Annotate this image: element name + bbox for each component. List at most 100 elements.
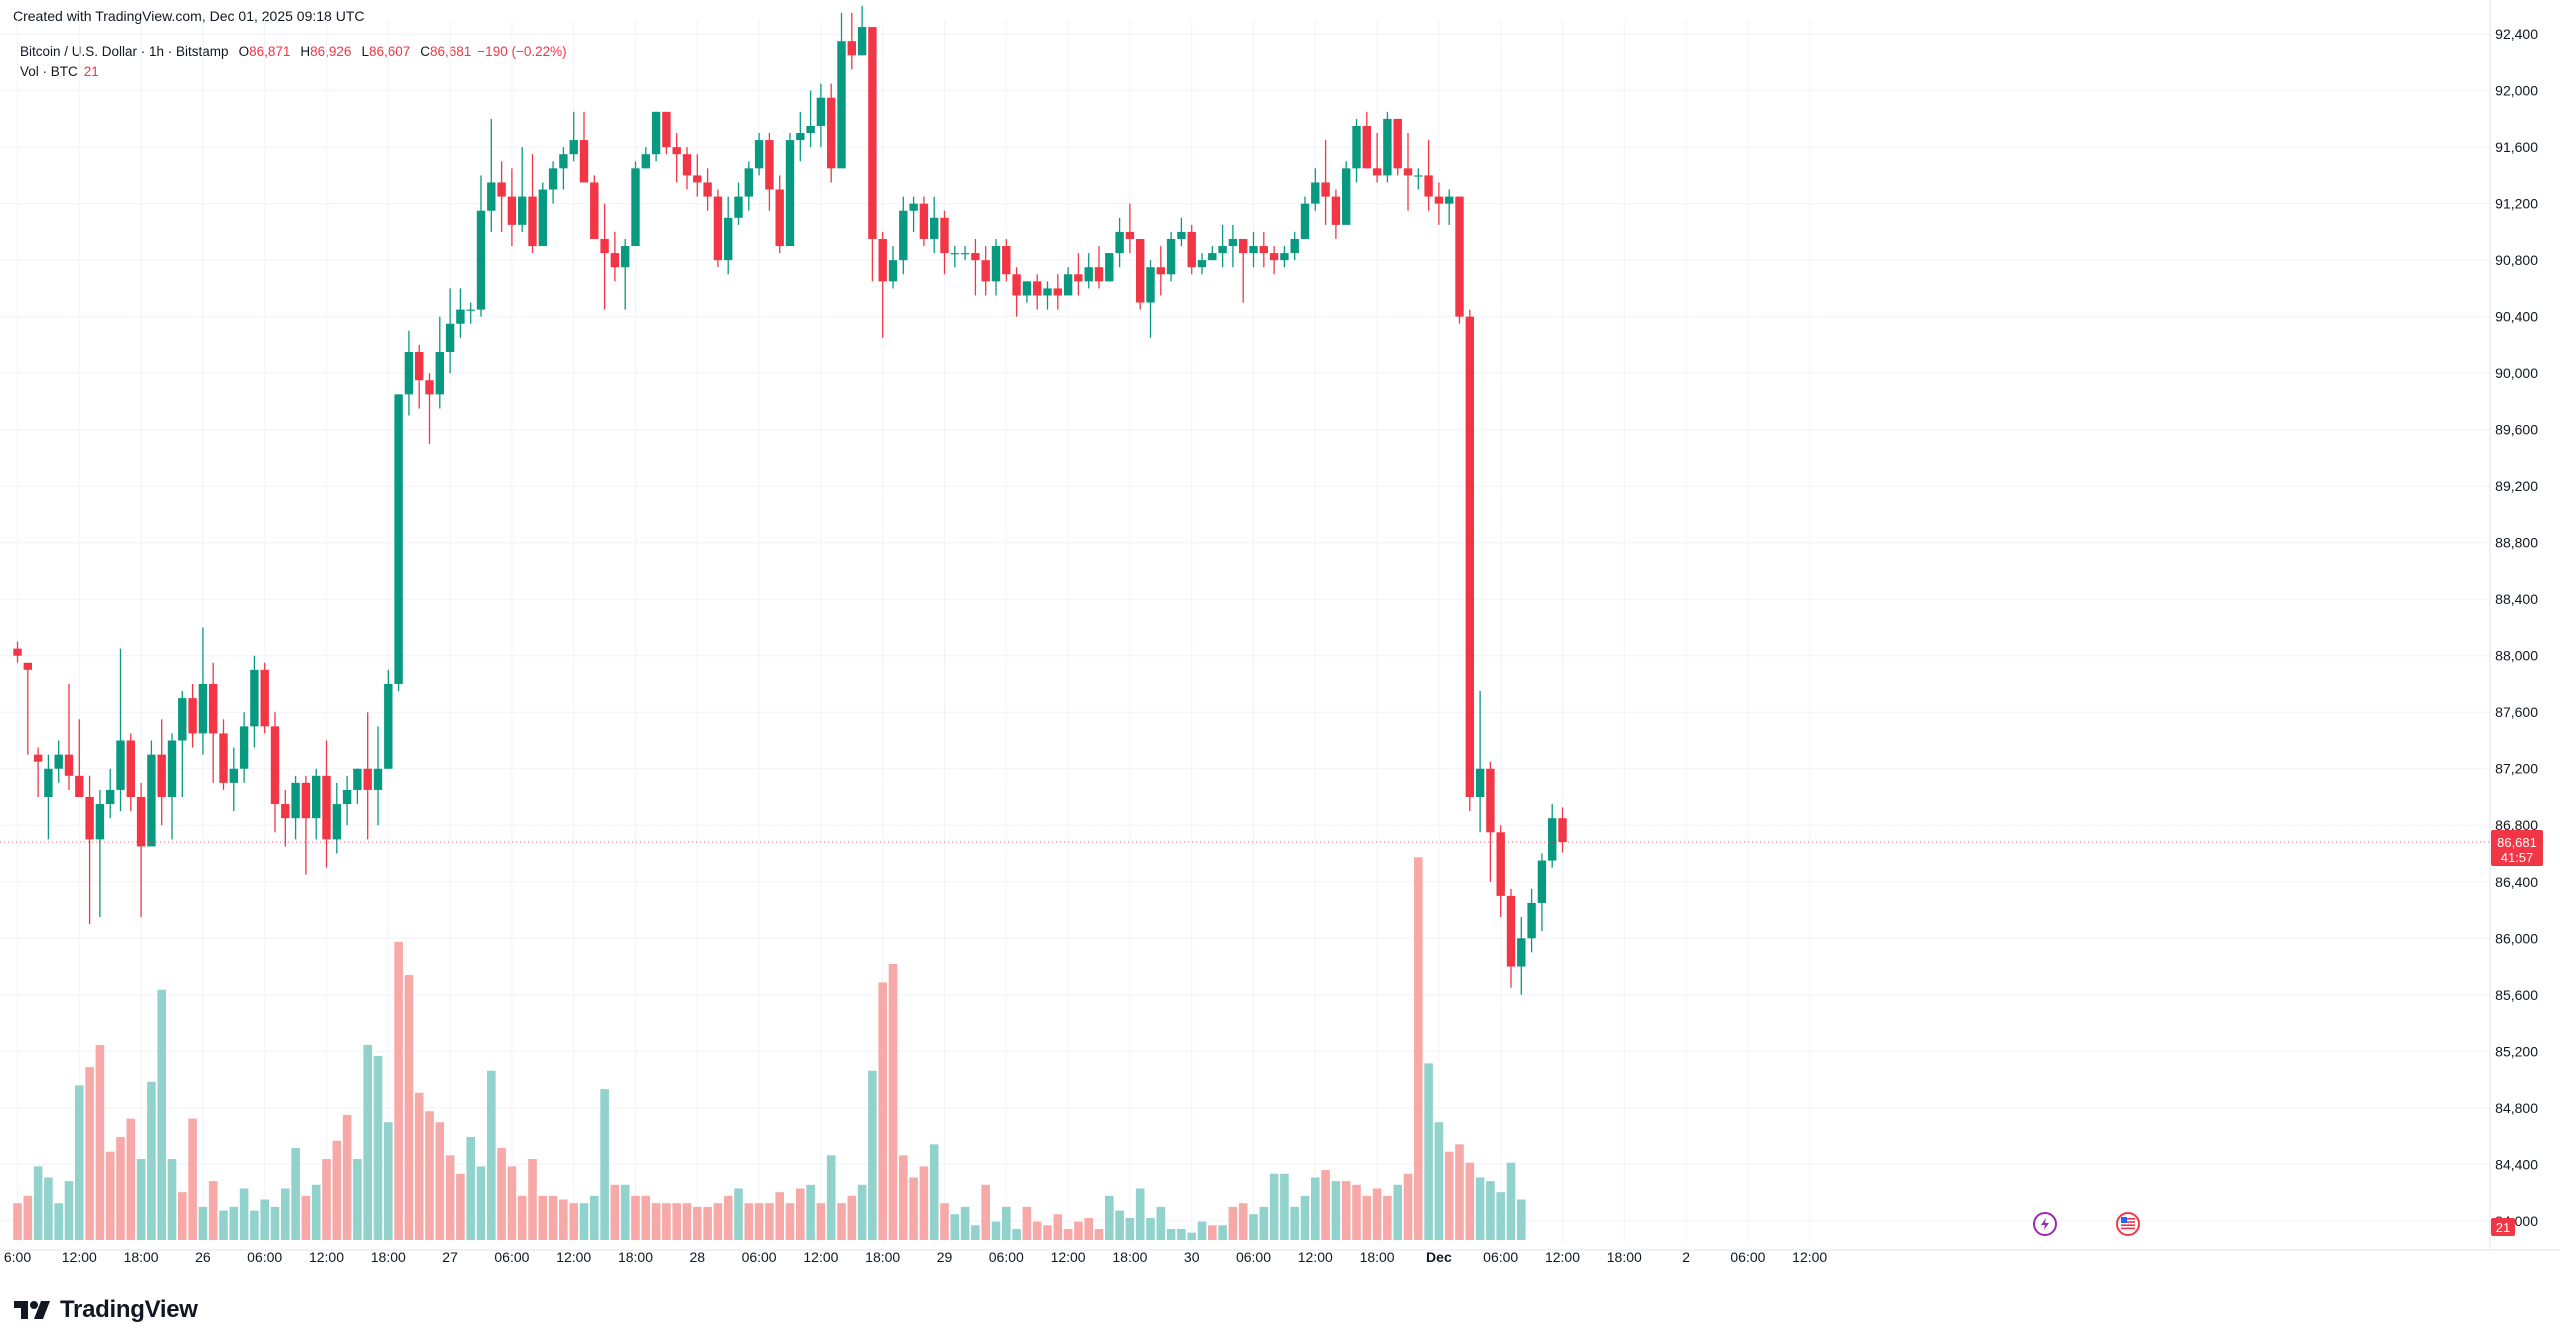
high-value: 86,926 xyxy=(310,44,352,59)
volume-bar xyxy=(75,1085,84,1240)
x-tick-label: 18:00 xyxy=(1607,1249,1642,1265)
volume-bar xyxy=(981,1184,990,1240)
candle-body xyxy=(394,394,403,684)
candle-body xyxy=(353,768,362,790)
volume-bar xyxy=(1166,1228,1176,1240)
volume-bar xyxy=(136,1159,146,1240)
candle-body xyxy=(775,189,784,247)
volume-bar xyxy=(105,1151,115,1240)
candle-body xyxy=(950,253,959,255)
volume-bar xyxy=(1197,1221,1207,1240)
candle-body xyxy=(54,754,63,769)
candle-body xyxy=(610,253,620,268)
volume-bar xyxy=(126,1118,136,1240)
x-tick-label: 06:00 xyxy=(1483,1249,1518,1265)
x-tick-label: 18:00 xyxy=(1360,1249,1395,1265)
volume-bar xyxy=(466,1136,475,1240)
candle-body xyxy=(322,775,331,840)
candle-body xyxy=(1156,267,1165,275)
candle-body xyxy=(518,196,527,225)
volume-bar xyxy=(487,1070,496,1240)
symbol-description[interactable]: Bitcoin / U.S. Dollar · 1h · Bitstamp xyxy=(20,44,229,59)
candle-body xyxy=(548,168,558,190)
candle-body xyxy=(1043,288,1052,296)
candle-body xyxy=(785,140,795,247)
candle-body xyxy=(847,41,856,56)
y-tick-label: 85,200 xyxy=(2495,1043,2538,1059)
candle-body xyxy=(816,97,826,126)
volume-bar xyxy=(353,1159,362,1240)
candle-body xyxy=(600,238,609,254)
candle-body xyxy=(1177,231,1186,239)
volume-bar xyxy=(229,1206,239,1240)
volume-bar xyxy=(1475,1177,1485,1240)
candle-body xyxy=(219,733,228,783)
candle-body xyxy=(724,217,733,261)
volume-bar xyxy=(1486,1181,1495,1240)
candle-body xyxy=(1445,196,1454,204)
volume-bar xyxy=(250,1210,259,1240)
volume-bar xyxy=(528,1159,537,1240)
volume-bar xyxy=(147,1081,156,1240)
y-tick-label: 88,400 xyxy=(2495,591,2538,607)
candle-body xyxy=(919,203,929,239)
volume-bar xyxy=(703,1206,712,1240)
candle-body xyxy=(85,796,94,840)
volume-label[interactable]: Vol · BTC xyxy=(20,64,78,79)
volume-bar xyxy=(1321,1170,1330,1240)
candle-body xyxy=(1372,168,1382,176)
candle-body xyxy=(940,217,949,254)
volume-bar xyxy=(1135,1188,1145,1240)
candle-body xyxy=(415,351,424,381)
candle-body xyxy=(466,309,475,311)
volume-bar xyxy=(1517,1199,1526,1240)
volume-bar xyxy=(1403,1173,1413,1240)
volume-bar xyxy=(837,1203,846,1240)
lightning-event-icon[interactable] xyxy=(2033,1212,2057,1236)
tradingview-wordmark: TradingView xyxy=(60,1296,198,1323)
candle-body xyxy=(672,147,681,155)
candle-body xyxy=(713,196,723,261)
tradingview-logo[interactable]: TradingView xyxy=(14,1296,198,1324)
candle-body xyxy=(188,698,197,734)
volume-bar xyxy=(1455,1144,1464,1240)
x-tick-label: 18:00 xyxy=(371,1249,406,1265)
candle-body xyxy=(178,698,187,741)
candle-body xyxy=(250,669,259,727)
x-tick-label: 27 xyxy=(442,1249,458,1265)
volume-bar xyxy=(394,941,403,1240)
candle-body xyxy=(621,246,630,268)
x-tick-label: 18:00 xyxy=(618,1249,653,1265)
candle-body xyxy=(744,168,753,197)
volume-bar xyxy=(734,1188,743,1240)
volume-bar xyxy=(909,1177,918,1240)
volume-bar xyxy=(476,1166,486,1240)
volume-bar xyxy=(1156,1206,1166,1240)
volume-bar xyxy=(1300,1195,1310,1240)
y-tick-label: 88,000 xyxy=(2495,648,2538,664)
candle-body xyxy=(1434,196,1444,204)
volume-bar xyxy=(404,975,414,1240)
volume-bar xyxy=(600,1089,609,1240)
volume-bar xyxy=(332,1140,342,1240)
y-tick-label: 90,400 xyxy=(2495,309,2538,325)
candle-body xyxy=(332,804,341,840)
candle-body xyxy=(95,804,105,840)
candle-body xyxy=(1166,238,1176,275)
candle-body xyxy=(878,238,887,282)
candle-body xyxy=(1084,267,1093,282)
x-tick-label: Dec xyxy=(1426,1249,1452,1265)
candle-body xyxy=(147,754,156,847)
volume-bar xyxy=(435,1122,445,1240)
volume-bar xyxy=(1146,1217,1155,1240)
volume-bar xyxy=(497,1148,506,1240)
candle-body xyxy=(1249,246,1258,254)
candle-body xyxy=(476,210,486,310)
us-flag-event-icon[interactable] xyxy=(2116,1212,2140,1236)
candle-body xyxy=(404,351,414,395)
volume-bar xyxy=(291,1148,300,1240)
volume-value: 21 xyxy=(83,64,99,79)
